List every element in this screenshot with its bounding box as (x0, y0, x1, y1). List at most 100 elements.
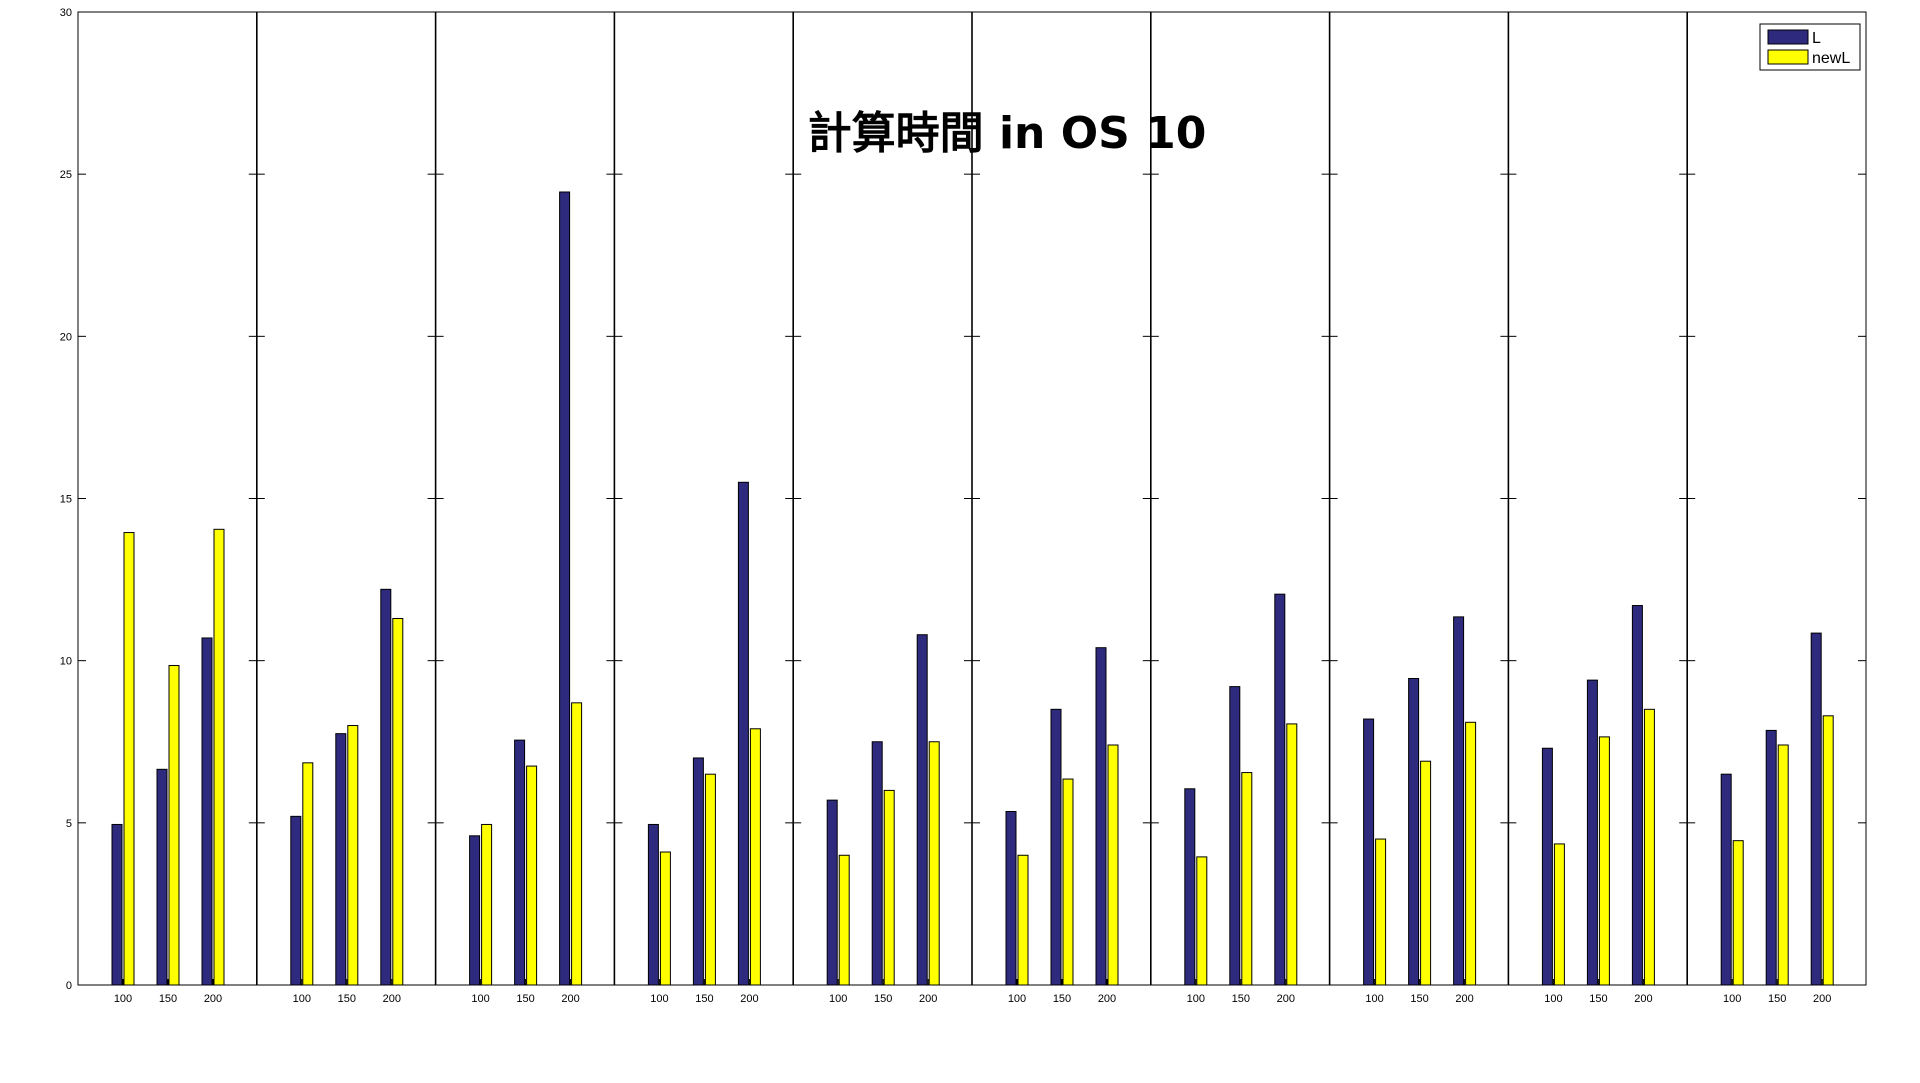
x-tick-label: 200 (204, 993, 222, 1005)
bar-newl (1643, 708, 1655, 986)
bar-newl (704, 773, 716, 986)
legend-swatch-newl (1767, 49, 1809, 65)
x-tick-label: 100 (293, 993, 311, 1005)
bar-l (514, 739, 526, 986)
bar-newl (526, 765, 538, 986)
bar-newl (1286, 723, 1298, 986)
x-tick-label: 100 (650, 993, 668, 1005)
bar-newl (392, 618, 404, 986)
y-tick-label: 15 (60, 494, 72, 506)
bar-newl (659, 851, 671, 986)
bar-l (559, 191, 571, 986)
x-tick-label: 100 (1187, 993, 1205, 1005)
bar-newl (1017, 854, 1029, 986)
bar-l (469, 835, 481, 986)
x-tick-label: 150 (159, 993, 177, 1005)
y-tick-label: 30 (60, 7, 72, 19)
bar-l (916, 634, 928, 986)
bar-l (826, 799, 838, 986)
y-tick-label: 0 (66, 980, 72, 992)
bar-l (692, 757, 704, 986)
bar-newl (168, 665, 180, 986)
bar-newl (1241, 772, 1253, 986)
bar-newl (213, 528, 225, 986)
bar-l (201, 637, 213, 986)
bar-newl (347, 725, 359, 986)
bar-l (1229, 686, 1241, 986)
legend-swatch-l (1767, 29, 1809, 45)
x-tick-label: 200 (1277, 993, 1295, 1005)
x-tick-label: 150 (1768, 993, 1786, 1005)
x-tick-label: 100 (1723, 993, 1741, 1005)
bar-newl (1420, 760, 1432, 986)
bar-newl (1732, 840, 1744, 986)
bar-l (871, 741, 883, 986)
bar-newl (481, 823, 493, 986)
bar-newl (1465, 721, 1477, 986)
x-tick-label: 200 (1098, 993, 1116, 1005)
x-tick-label: 150 (695, 993, 713, 1005)
bar-newl (1107, 744, 1119, 986)
x-tick-label: 150 (1053, 993, 1071, 1005)
bar-newl (749, 728, 761, 986)
axis-layer: 0 5 10 15 20 25 30 100 150 200 100 150 200 100 150 200 1… (60, 7, 1867, 1005)
bar-l (1541, 747, 1553, 986)
x-tick-label: 100 (1544, 993, 1562, 1005)
bar-newl (302, 762, 314, 986)
x-tick-label: 200 (383, 993, 401, 1005)
x-tick-label: 100 (471, 993, 489, 1005)
bar-l (156, 768, 168, 986)
x-tick-label: 150 (1410, 993, 1428, 1005)
bar-l (647, 823, 659, 986)
bar-newl (838, 854, 850, 986)
bar-l (380, 588, 392, 986)
x-tick-label: 100 (114, 993, 132, 1005)
bar-newl (1553, 843, 1565, 986)
bar-l (1408, 678, 1420, 986)
x-tick-label: 150 (1589, 993, 1607, 1005)
bar-newl (928, 741, 940, 986)
bar-l (1453, 616, 1465, 986)
bar-l (1005, 810, 1017, 986)
x-tick-label: 200 (1455, 993, 1473, 1005)
bar-newl (123, 532, 135, 986)
x-tick-label: 100 (1008, 993, 1026, 1005)
bar-newl (1062, 778, 1074, 986)
x-tick-label: 200 (1813, 993, 1831, 1005)
x-tick-label: 200 (919, 993, 937, 1005)
bar-l (111, 823, 123, 986)
bar-l (290, 815, 302, 986)
x-tick-label: 150 (338, 993, 356, 1005)
x-tick-label: 100 (1365, 993, 1383, 1005)
bar-l (1274, 593, 1286, 986)
bar-l (1720, 773, 1732, 986)
bar-l (1363, 718, 1375, 986)
bar-l (737, 481, 749, 986)
bar-l (335, 733, 347, 986)
y-tick-label: 20 (60, 331, 72, 343)
x-tick-label: 150 (874, 993, 892, 1005)
x-tick-label: 200 (1634, 993, 1652, 1005)
bar-layer (111, 191, 1834, 986)
y-tick-label: 25 (60, 169, 72, 181)
bar-newl (1777, 744, 1789, 986)
bar-newl (883, 789, 895, 986)
x-tick-label: 150 (516, 993, 534, 1005)
chart-title: 計算時間 in OS 10 (808, 108, 1207, 159)
bar-l (1095, 647, 1107, 986)
bar-newl (1375, 838, 1387, 986)
bar-newl (1598, 736, 1610, 986)
y-tick-label: 10 (60, 656, 72, 668)
bar-l (1765, 729, 1777, 986)
x-tick-label: 150 (1232, 993, 1250, 1005)
x-tick-label: 200 (740, 993, 758, 1005)
bar-newl (1822, 715, 1834, 986)
bar-l (1631, 605, 1643, 986)
bar-l (1586, 679, 1598, 986)
legend-label-newl: newL (1812, 50, 1850, 67)
bar-l (1050, 708, 1062, 986)
x-tick-label: 100 (829, 993, 847, 1005)
legend[interactable]: L newL (1759, 23, 1861, 71)
x-tick-label: 200 (561, 993, 579, 1005)
